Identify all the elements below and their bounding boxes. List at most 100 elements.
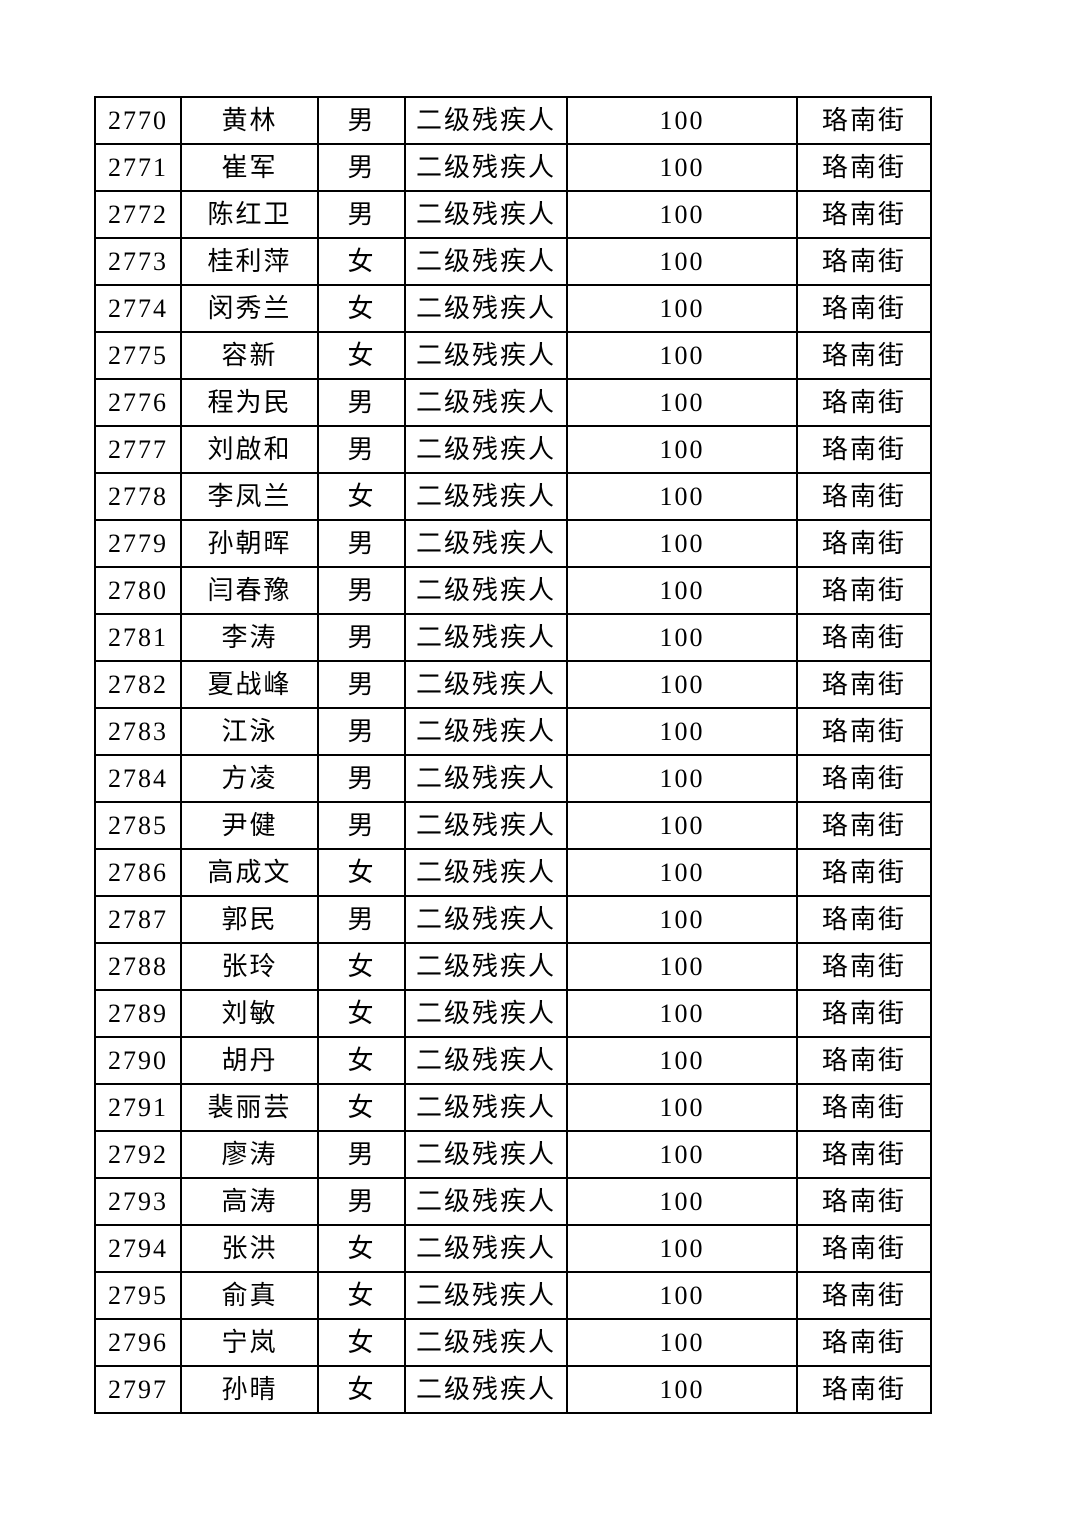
amount-cell: 100 bbox=[566, 895, 798, 944]
serial-cell: 2784 bbox=[94, 754, 182, 803]
name-cell: 方凌 bbox=[180, 754, 319, 803]
table-row: 2781 李涛 男 二级残疾人 100 珞南街 bbox=[94, 613, 932, 662]
name-cell: 张洪 bbox=[180, 1224, 319, 1273]
name-cell: 郭民 bbox=[180, 895, 319, 944]
street-cell: 珞南街 bbox=[796, 801, 932, 850]
name-cell: 孙晴 bbox=[180, 1365, 319, 1414]
category-cell: 二级残疾人 bbox=[404, 1271, 568, 1320]
name-cell: 夏战峰 bbox=[180, 660, 319, 709]
amount-cell: 100 bbox=[566, 754, 798, 803]
amount-cell: 100 bbox=[566, 1130, 798, 1179]
amount-cell: 100 bbox=[566, 566, 798, 615]
category-cell: 二级残疾人 bbox=[404, 754, 568, 803]
amount-cell: 100 bbox=[566, 425, 798, 474]
name-cell: 程为民 bbox=[180, 378, 319, 427]
table-row: 2796 宁岚 女 二级残疾人 100 珞南街 bbox=[94, 1318, 932, 1367]
serial-cell: 2772 bbox=[94, 190, 182, 239]
amount-cell: 100 bbox=[566, 848, 798, 897]
street-cell: 珞南街 bbox=[796, 989, 932, 1038]
street-cell: 珞南街 bbox=[796, 425, 932, 474]
table-row: 2790 胡丹 女 二级残疾人 100 珞南街 bbox=[94, 1036, 932, 1085]
serial-cell: 2777 bbox=[94, 425, 182, 474]
street-cell: 珞南街 bbox=[796, 378, 932, 427]
street-cell: 珞南街 bbox=[796, 472, 932, 521]
street-cell: 珞南街 bbox=[796, 848, 932, 897]
category-cell: 二级残疾人 bbox=[404, 237, 568, 286]
table-row: 2783 江泳 男 二级残疾人 100 珞南街 bbox=[94, 707, 932, 756]
category-cell: 二级残疾人 bbox=[404, 143, 568, 192]
category-cell: 二级残疾人 bbox=[404, 1036, 568, 1085]
amount-cell: 100 bbox=[566, 989, 798, 1038]
serial-cell: 2771 bbox=[94, 143, 182, 192]
name-cell: 容新 bbox=[180, 331, 319, 380]
category-cell: 二级残疾人 bbox=[404, 1177, 568, 1226]
table-row: 2784 方凌 男 二级残疾人 100 珞南街 bbox=[94, 754, 932, 803]
name-cell: 俞真 bbox=[180, 1271, 319, 1320]
table-row: 2778 李凤兰 女 二级残疾人 100 珞南街 bbox=[94, 472, 932, 521]
street-cell: 珞南街 bbox=[796, 613, 932, 662]
amount-cell: 100 bbox=[566, 143, 798, 192]
name-cell: 刘敏 bbox=[180, 989, 319, 1038]
category-cell: 二级残疾人 bbox=[404, 848, 568, 897]
amount-cell: 100 bbox=[566, 190, 798, 239]
gender-cell: 女 bbox=[317, 1271, 406, 1320]
category-cell: 二级残疾人 bbox=[404, 895, 568, 944]
table-row: 2794 张洪 女 二级残疾人 100 珞南街 bbox=[94, 1224, 932, 1273]
amount-cell: 100 bbox=[566, 1036, 798, 1085]
serial-cell: 2782 bbox=[94, 660, 182, 709]
gender-cell: 男 bbox=[317, 190, 406, 239]
street-cell: 珞南街 bbox=[796, 143, 932, 192]
table-row: 2787 郭民 男 二级残疾人 100 珞南街 bbox=[94, 895, 932, 944]
category-cell: 二级残疾人 bbox=[404, 1224, 568, 1273]
gender-cell: 男 bbox=[317, 143, 406, 192]
serial-cell: 2789 bbox=[94, 989, 182, 1038]
table-row: 2774 闵秀兰 女 二级残疾人 100 珞南街 bbox=[94, 284, 932, 333]
name-cell: 陈红卫 bbox=[180, 190, 319, 239]
street-cell: 珞南街 bbox=[796, 237, 932, 286]
table-row: 2777 刘啟和 男 二级残疾人 100 珞南街 bbox=[94, 425, 932, 474]
table-row: 2797 孙晴 女 二级残疾人 100 珞南街 bbox=[94, 1365, 932, 1414]
table-row: 2779 孙朝晖 男 二级残疾人 100 珞南街 bbox=[94, 519, 932, 568]
serial-cell: 2778 bbox=[94, 472, 182, 521]
serial-cell: 2776 bbox=[94, 378, 182, 427]
street-cell: 珞南街 bbox=[796, 942, 932, 991]
gender-cell: 女 bbox=[317, 989, 406, 1038]
amount-cell: 100 bbox=[566, 284, 798, 333]
category-cell: 二级残疾人 bbox=[404, 566, 568, 615]
gender-cell: 女 bbox=[317, 942, 406, 991]
category-cell: 二级残疾人 bbox=[404, 1083, 568, 1132]
name-cell: 李凤兰 bbox=[180, 472, 319, 521]
gender-cell: 男 bbox=[317, 707, 406, 756]
table-row: 2795 俞真 女 二级残疾人 100 珞南街 bbox=[94, 1271, 932, 1320]
amount-cell: 100 bbox=[566, 237, 798, 286]
category-cell: 二级残疾人 bbox=[404, 989, 568, 1038]
gender-cell: 男 bbox=[317, 519, 406, 568]
category-cell: 二级残疾人 bbox=[404, 331, 568, 380]
category-cell: 二级残疾人 bbox=[404, 284, 568, 333]
table-row: 2792 廖涛 男 二级残疾人 100 珞南街 bbox=[94, 1130, 932, 1179]
street-cell: 珞南街 bbox=[796, 895, 932, 944]
gender-cell: 女 bbox=[317, 1365, 406, 1414]
category-cell: 二级残疾人 bbox=[404, 613, 568, 662]
gender-cell: 男 bbox=[317, 895, 406, 944]
street-cell: 珞南街 bbox=[796, 1036, 932, 1085]
serial-cell: 2785 bbox=[94, 801, 182, 850]
amount-cell: 100 bbox=[566, 519, 798, 568]
amount-cell: 100 bbox=[566, 378, 798, 427]
amount-cell: 100 bbox=[566, 472, 798, 521]
table-row: 2775 容新 女 二级残疾人 100 珞南街 bbox=[94, 331, 932, 380]
name-cell: 宁岚 bbox=[180, 1318, 319, 1367]
table-row: 2791 裴丽芸 女 二级残疾人 100 珞南街 bbox=[94, 1083, 932, 1132]
serial-cell: 2779 bbox=[94, 519, 182, 568]
gender-cell: 女 bbox=[317, 472, 406, 521]
street-cell: 珞南街 bbox=[796, 1177, 932, 1226]
name-cell: 桂利萍 bbox=[180, 237, 319, 286]
street-cell: 珞南街 bbox=[796, 284, 932, 333]
street-cell: 珞南街 bbox=[796, 566, 932, 615]
amount-cell: 100 bbox=[566, 942, 798, 991]
gender-cell: 男 bbox=[317, 1130, 406, 1179]
table-row: 2780 闫春豫 男 二级残疾人 100 珞南街 bbox=[94, 566, 932, 615]
gender-cell: 男 bbox=[317, 613, 406, 662]
amount-cell: 100 bbox=[566, 1224, 798, 1273]
category-cell: 二级残疾人 bbox=[404, 96, 568, 145]
